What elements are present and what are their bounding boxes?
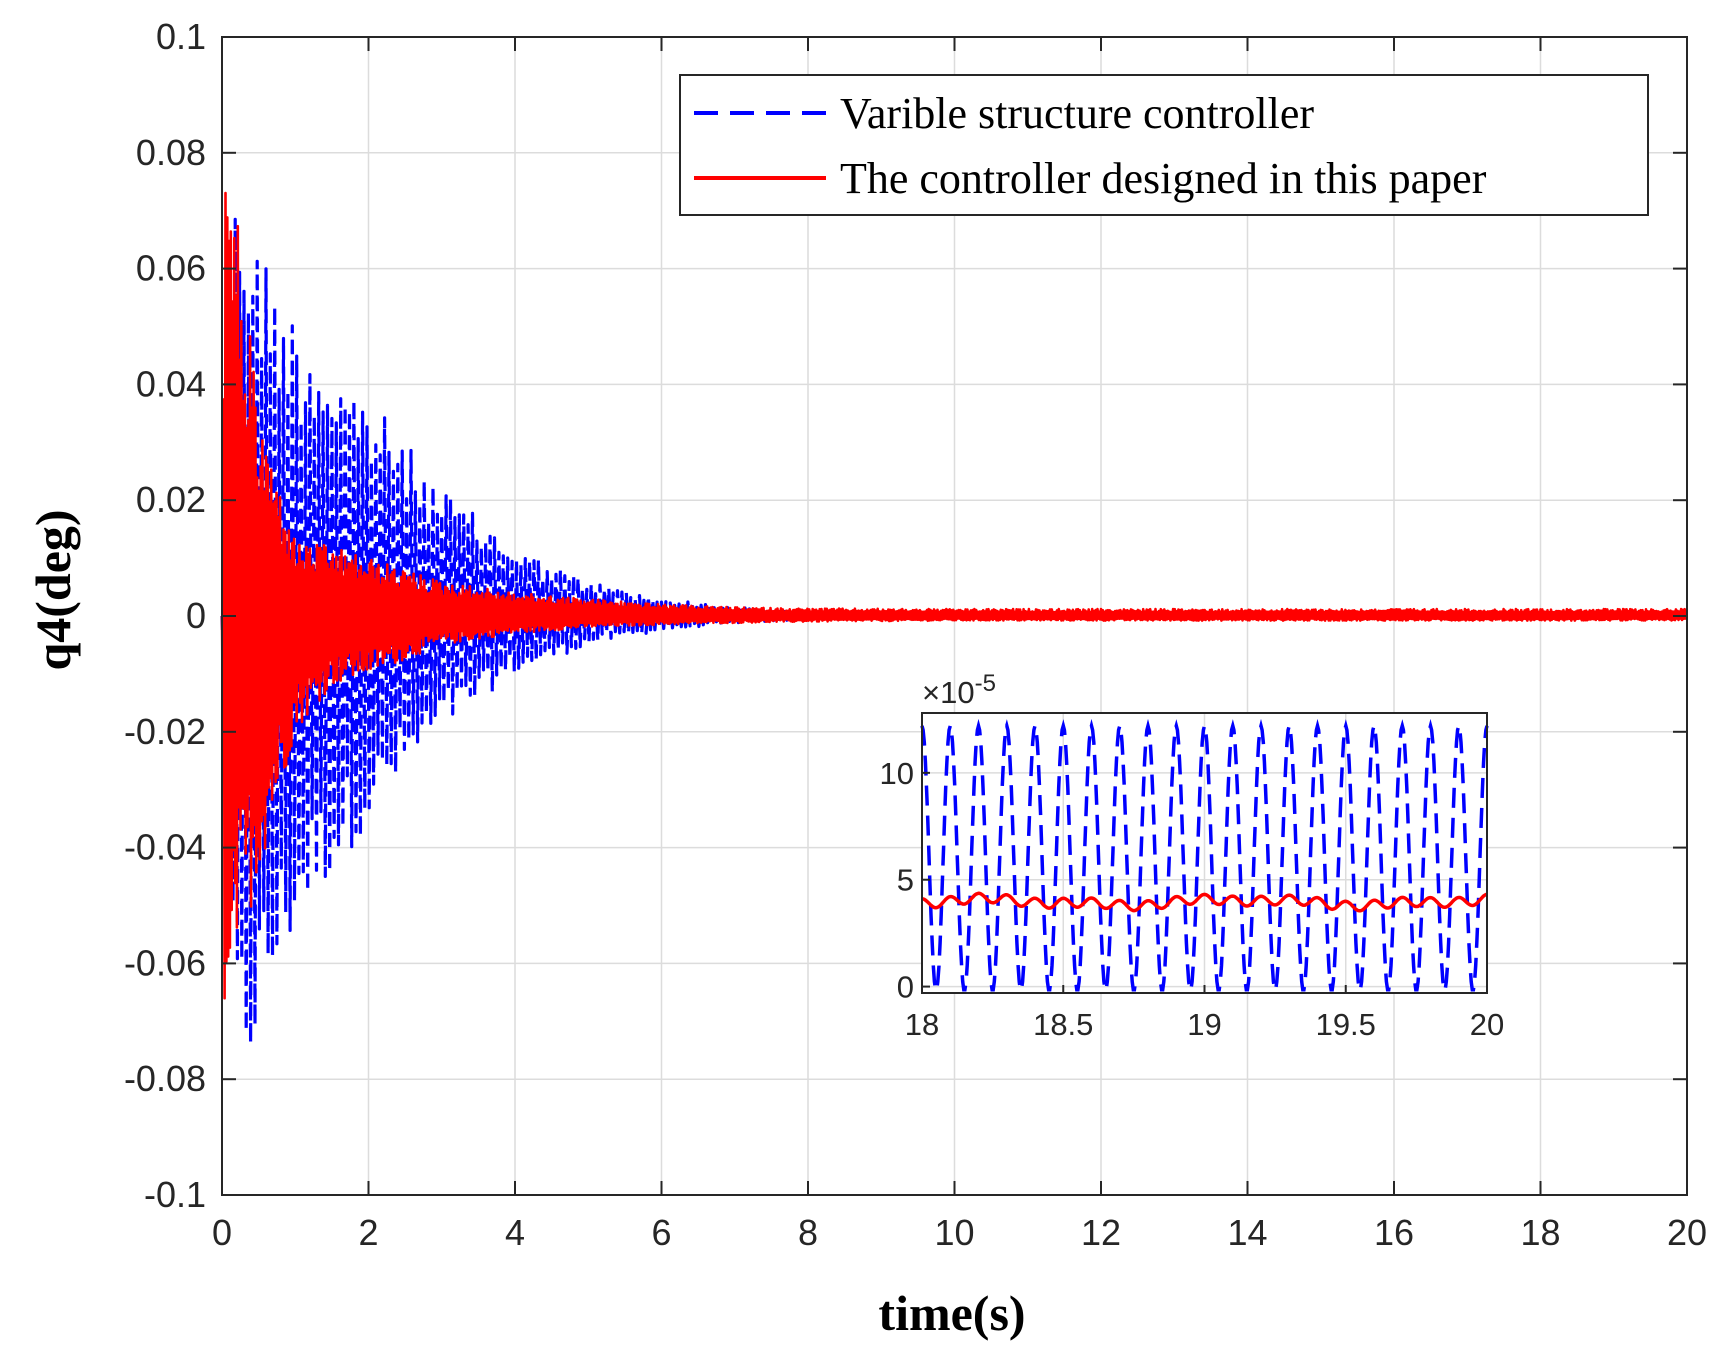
y-tick-label: -0.08 <box>124 1058 206 1099</box>
y-tick-label: 0.04 <box>136 363 206 404</box>
x-tick-label: 8 <box>798 1212 818 1253</box>
x-tick-labels: 0 2 4 6 8 10 12 14 16 18 20 <box>212 1212 1707 1253</box>
x-tick-label: 20 <box>1667 1212 1707 1253</box>
inset-y-tick-label: 0 <box>897 970 914 1005</box>
inset-series-designed-controller <box>921 891 1488 913</box>
legend-label-designed-controller: The controller designed in this paper <box>840 154 1487 203</box>
main-plot: 0 2 4 6 8 10 12 14 16 18 20 -0.1-0.08-0.06-0.04-0.… <box>124 16 1707 1253</box>
y-tick-labels: -0.1 -0.08 -0.06 -0.04 -0.02 0 0.02 0.04 0.06 0.0… <box>124 16 206 1215</box>
inset-series-variable-structure <box>920 718 1489 992</box>
main-ticks <box>221 36 1688 1196</box>
x-tick-label: 14 <box>1227 1212 1267 1253</box>
inset-x-tick-label: 19 <box>1187 1007 1221 1042</box>
x-tick-label: 18 <box>1520 1212 1560 1253</box>
series-line-designed-controller <box>220 191 1688 1000</box>
inset-y-tick-label: 10 <box>880 756 914 791</box>
inset-x-tick-label: 20 <box>1470 1007 1504 1042</box>
x-axis-title: time(s) <box>878 1285 1025 1341</box>
inset-y-tick-labels: 0 5 10 <box>880 756 914 1005</box>
x-tick-label: 10 <box>934 1212 974 1253</box>
x-tick-label: 0 <box>212 1212 232 1253</box>
x-tick-label: 6 <box>651 1212 671 1253</box>
inset-series-line-designed-controller <box>921 891 1488 913</box>
x-tick-label: 12 <box>1081 1212 1121 1253</box>
y-tick-label: 0.06 <box>136 248 206 289</box>
y-tick-label: 0.08 <box>136 132 206 173</box>
y-tick-label: -0.1 <box>144 1174 206 1215</box>
legend-box <box>679 74 1649 216</box>
inset-exponent-label: ×10-5 <box>922 670 996 710</box>
y-tick-label: 0 <box>186 595 206 636</box>
x-tick-label: 16 <box>1374 1212 1414 1253</box>
inset-ticks <box>921 771 1488 993</box>
y-tick-label: 0.1 <box>156 16 206 57</box>
y-tick-label: -0.06 <box>124 942 206 983</box>
inset-series-line-variable-structure <box>920 718 1489 992</box>
inset-y-tick-label: 5 <box>897 863 914 898</box>
inset-plot: 18 18.5 19 19.5 20 0 5 10 ×10-5 <box>880 670 1505 1042</box>
x-tick-label: 4 <box>505 1212 525 1253</box>
inset-x-tick-label: 18 <box>905 1007 939 1042</box>
y-tick-label: -0.04 <box>124 827 206 868</box>
x-tick-label: 2 <box>358 1212 378 1253</box>
inset-x-tick-label: 18.5 <box>1033 1007 1093 1042</box>
legend-label-variable-structure: Varible structure controller <box>840 89 1314 138</box>
inset-x-tick-labels: 18 18.5 19 19.5 20 <box>905 1007 1504 1042</box>
inset-x-tick-label: 19.5 <box>1316 1007 1376 1042</box>
y-axis-title: q4(deg) <box>25 509 81 670</box>
series-designed-controller <box>220 191 1688 1000</box>
y-tick-label: -0.02 <box>124 711 206 752</box>
legend: Varible structure controller The control… <box>679 74 1649 216</box>
y-tick-label: 0.02 <box>136 479 206 520</box>
